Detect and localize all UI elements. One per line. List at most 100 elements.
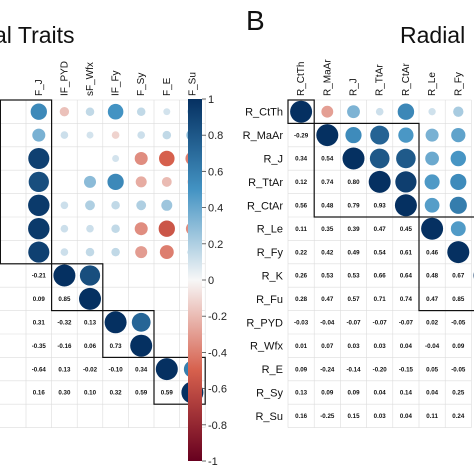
- coefficient-label: 0.30: [58, 390, 71, 397]
- column-label: R_CtTh: [296, 62, 307, 96]
- correlation-circle: [86, 224, 94, 233]
- coefficient-label: 0.34: [295, 156, 308, 163]
- coefficient-label: 0.12: [295, 179, 308, 186]
- row-label: R_K: [262, 271, 284, 283]
- row-label: R_Le: [257, 224, 283, 236]
- panel-b-column-labels: R_CtTh R_MaAr R_J R_TtAr R_CtAr R_Le R_Fy: [296, 59, 464, 96]
- correlation-circle: [79, 265, 101, 286]
- correlation-circle: [159, 150, 175, 167]
- correlation-circle: [53, 264, 76, 287]
- correlation-circle: [163, 108, 171, 116]
- panel-a-circles: [28, 103, 204, 404]
- correlation-circle: [136, 107, 146, 116]
- coefficient-label: 0.09: [33, 296, 46, 303]
- coefficient-label: 0.48: [321, 203, 334, 210]
- coefficient-label: -0.64: [32, 366, 47, 373]
- correlation-circle: [158, 220, 175, 237]
- row-label: R_MaAr: [243, 130, 284, 142]
- correlation-circle: [28, 194, 50, 217]
- coefficient-label: 0.61: [400, 249, 413, 256]
- colorbar-gradient: [188, 99, 202, 461]
- coefficient-label: 0.02: [426, 320, 439, 327]
- column-label: IF_PYD: [59, 61, 70, 96]
- coefficient-label: 0.54: [321, 156, 334, 163]
- cluster-box: [153, 356, 206, 405]
- coefficient-label: 0.34: [135, 366, 148, 373]
- coefficient-label: 0.47: [321, 296, 334, 303]
- coefficient-label: 0.15: [347, 413, 360, 420]
- correlation-circle: [424, 197, 440, 213]
- column-label: R_J: [349, 78, 360, 96]
- coefficient-label: -0.04: [425, 343, 440, 350]
- coefficient-label: 0.03: [347, 343, 360, 350]
- coefficient-label: 0.74: [321, 179, 334, 186]
- correlation-circle: [368, 170, 391, 193]
- correlation-circle: [28, 217, 50, 240]
- coefficient-label: 0.16: [33, 390, 46, 397]
- row-label: R_Wfx: [250, 341, 284, 353]
- column-label: IF_Fy: [111, 70, 122, 96]
- coefficient-label: 0.16: [295, 413, 308, 420]
- coefficient-label: 0.64: [400, 273, 413, 280]
- correlation-circle: [424, 174, 440, 190]
- correlation-circle: [86, 131, 94, 139]
- colorbar-tick-label: 1: [208, 94, 214, 106]
- coefficient-label: 0.74: [400, 296, 413, 303]
- coefficient-label: 0.71: [374, 296, 387, 303]
- row-label: R_Su: [255, 411, 283, 423]
- correlation-circle: [79, 287, 101, 310]
- correlation-circle: [32, 128, 46, 142]
- coefficient-label: 0.09: [321, 390, 334, 397]
- correlation-circle: [162, 130, 172, 140]
- column-label: sF_Wfx: [85, 62, 96, 96]
- colorbar-tick-label: 0.4: [208, 203, 223, 215]
- correlation-circle: [60, 201, 69, 210]
- correlation-circle: [161, 199, 173, 211]
- row-label: R_Fy: [257, 247, 284, 259]
- cluster-box: [287, 99, 315, 124]
- coefficient-label: -0.35: [32, 343, 47, 350]
- correlation-circle: [451, 127, 466, 143]
- coefficient-label: -0.16: [57, 343, 72, 350]
- correlation-circle: [395, 171, 417, 193]
- coefficient-label: 0.31: [33, 320, 46, 327]
- correlation-circle: [161, 176, 172, 187]
- correlation-circle: [28, 241, 50, 263]
- coefficient-label: 0.11: [295, 226, 307, 233]
- column-label: R_TtAr: [375, 64, 386, 96]
- colorbar-tick-label: -0.6: [208, 384, 227, 396]
- column-label: F_Su: [187, 72, 198, 96]
- coefficient-label: 0.22: [295, 249, 308, 256]
- coefficient-label: 0.06: [84, 343, 97, 350]
- coefficient-label: 0.03: [374, 413, 387, 420]
- column-label: R_MaAr: [322, 59, 333, 96]
- coefficient-label: 0.14: [400, 390, 413, 397]
- coefficient-label: 0.46: [426, 249, 439, 256]
- correlation-circle: [60, 224, 69, 233]
- correlation-circle: [60, 248, 69, 256]
- coefficient-label: 0.35: [321, 226, 334, 233]
- coefficient-label: -0.07: [346, 320, 361, 327]
- correlation-circle: [450, 150, 466, 167]
- panel-b-letter: B: [246, 5, 265, 36]
- correlation-circle: [111, 201, 120, 210]
- coefficient-label: 0.53: [347, 273, 360, 280]
- correlation-circle: [369, 148, 390, 169]
- column-label: R_Le: [427, 72, 438, 96]
- correlation-circle: [428, 108, 436, 116]
- row-label: R_J: [263, 154, 283, 166]
- coefficient-label: -0.03: [294, 320, 309, 327]
- coefficient-label: 0.42: [321, 249, 334, 256]
- coefficient-label: -0.02: [83, 366, 98, 373]
- coefficient-label: 0.11: [426, 413, 438, 420]
- column-label: F_Sy: [136, 73, 147, 96]
- row-label: R_Sy: [256, 388, 283, 400]
- coefficient-label: 0.13: [84, 320, 97, 327]
- coefficient-label: -0.24: [320, 366, 335, 373]
- coefficient-label: 0.32: [110, 390, 123, 397]
- colorbar: 1 0.8 0.6 0.4 0.2 0 -0.2 -0.4 -0.6 -0.8 -1: [188, 94, 227, 468]
- coefficient-label: -0.04: [320, 320, 335, 327]
- panel-a-correlation-matrix: al Traits F_J IF_PYD sF_Wfx IF_Fy F_Sy F_E F_S…: [0, 22, 206, 428]
- panel-a-coefficients: -0.21 0.09 0.85 0.31 -0.32 0.13 -0.35 -0.16 0.06…: [32, 273, 174, 397]
